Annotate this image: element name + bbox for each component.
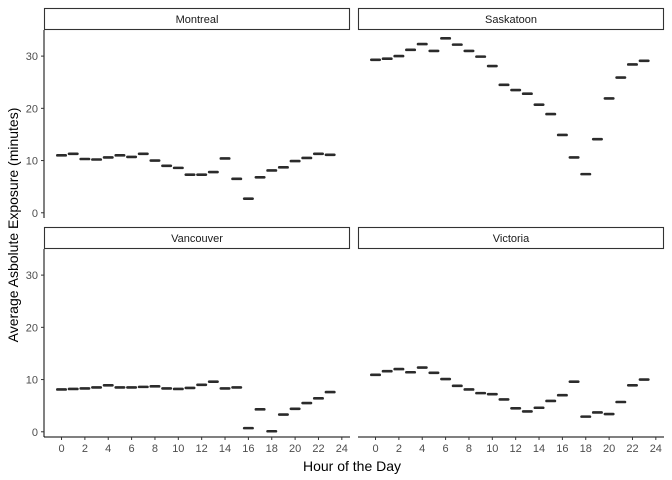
strip-label-saskatoon: Saskatoon [485,14,537,26]
x-tick-label: 8 [152,443,158,455]
strip-label-montreal: Montreal [176,14,219,26]
x-tick-label: 22 [312,443,324,455]
x-tick-label: 6 [129,443,135,455]
facet-panels: Montreal0102030SaskatoonVancouver0102030… [26,7,665,455]
strip-label-vancouver: Vancouver [171,233,223,245]
x-axis-title: Hour of the Day [303,458,401,474]
strip-label-victoria: Victoria [493,233,530,245]
x-tick-label: 20 [289,443,301,455]
series-montreal [56,152,336,200]
strip-victoria [357,226,665,250]
strip-vancouver [43,226,351,250]
x-tick-label: 2 [396,443,402,455]
x-tick-label: 4 [105,443,111,455]
y-tick-label: 10 [26,156,38,168]
x-tick-label: 14 [533,443,545,455]
x-tick-label: 16 [556,443,568,455]
series-vancouver [56,380,336,433]
x-tick-label: 4 [419,443,425,455]
x-tick-label: 14 [219,443,231,455]
x-tick-label: 18 [580,443,592,455]
strip-montreal [43,7,351,31]
y-tick-label: 0 [32,208,38,220]
x-tick-label: 6 [443,443,449,455]
x-tick-label: 0 [372,443,378,455]
x-tick-label: 20 [603,443,615,455]
y-tick-label: 20 [26,103,38,115]
panel-saskatoon: Saskatoon [357,7,665,176]
series-saskatoon [370,37,650,176]
y-tick-label: 0 [32,427,38,439]
x-tick-label: 12 [510,443,522,455]
panel-montreal: Montreal 0 10 20 30 [26,7,351,220]
y-tick-label: 10 [26,375,38,387]
x-tick-label: 8 [466,443,472,455]
series-victoria [370,366,650,418]
strip-saskatoon [357,7,665,31]
x-tick-label: 10 [172,443,184,455]
x-tick-label: 16 [242,443,254,455]
y-axis-montreal: 0 10 20 30 [26,30,45,220]
x-axis-vancouver: 0 2 4 6 8 10 12 14 16 18 20 22 24 [44,436,350,455]
x-tick-label: 22 [626,443,638,455]
y-tick-label: 20 [26,322,38,334]
x-tick-label: 24 [650,443,662,455]
y-axis-vancouver: 0 10 20 30 [26,249,45,439]
x-tick-label: 2 [82,443,88,455]
x-tick-label: 0 [58,443,64,455]
x-tick-label: 24 [336,443,348,455]
x-tick-label: 18 [266,443,278,455]
x-tick-label: 10 [486,443,498,455]
y-axis-title: Average Asbolute Exposure (minutes) [5,108,21,343]
y-tick-label: 30 [26,270,38,282]
y-tick-label: 30 [26,51,38,63]
x-axis-victoria: 0 2 4 6 8 10 12 14 16 18 20 22 24 [358,436,664,455]
x-tick-label: 12 [196,443,208,455]
